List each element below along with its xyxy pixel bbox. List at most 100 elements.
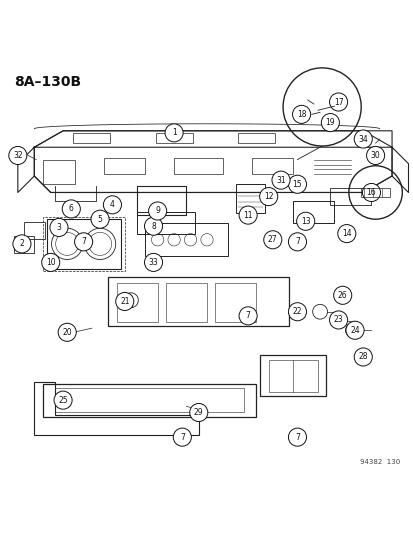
Text: 5: 5: [97, 215, 102, 224]
Text: 7: 7: [180, 433, 184, 442]
Bar: [330, 188, 370, 205]
Text: 33: 33: [148, 258, 158, 267]
Bar: [24, 222, 45, 239]
Text: 22: 22: [292, 307, 301, 316]
Bar: [237, 133, 274, 143]
Text: 3: 3: [57, 223, 61, 232]
Circle shape: [189, 403, 207, 422]
Bar: [293, 201, 334, 223]
Bar: [47, 219, 120, 269]
Text: 32: 32: [13, 151, 23, 160]
Text: 11: 11: [243, 211, 252, 220]
Text: 24: 24: [349, 326, 359, 335]
Circle shape: [263, 231, 281, 249]
Text: 26: 26: [337, 291, 347, 300]
Text: 7: 7: [294, 433, 299, 442]
Circle shape: [62, 200, 80, 218]
Circle shape: [144, 253, 162, 271]
Text: 12: 12: [263, 192, 273, 201]
Bar: [137, 212, 194, 235]
Bar: [108, 277, 289, 326]
Circle shape: [329, 93, 347, 111]
Circle shape: [165, 124, 183, 142]
Text: 28: 28: [358, 352, 367, 361]
Text: 27: 27: [267, 235, 277, 244]
Text: 2: 2: [19, 239, 24, 248]
Circle shape: [288, 428, 306, 446]
Bar: [43, 217, 124, 271]
Circle shape: [42, 253, 59, 271]
Circle shape: [366, 147, 384, 165]
Bar: [252, 158, 293, 174]
Circle shape: [288, 303, 306, 321]
Text: 7: 7: [81, 237, 86, 246]
Circle shape: [173, 428, 191, 446]
Text: 6: 6: [69, 205, 74, 213]
Circle shape: [361, 183, 380, 201]
Text: 7: 7: [245, 311, 250, 320]
Bar: [145, 223, 227, 256]
Circle shape: [259, 188, 277, 206]
Text: 16: 16: [366, 188, 375, 197]
Text: 15: 15: [292, 180, 301, 189]
Bar: [174, 158, 223, 174]
Text: 10: 10: [46, 258, 55, 267]
Text: 30: 30: [370, 151, 380, 160]
Text: 23: 23: [333, 316, 342, 325]
Circle shape: [329, 311, 347, 329]
Circle shape: [354, 130, 371, 148]
Text: 25: 25: [58, 395, 68, 405]
Bar: [166, 283, 206, 322]
Circle shape: [103, 196, 121, 214]
Text: 94382  130: 94382 130: [359, 459, 399, 465]
Text: 4: 4: [110, 200, 114, 209]
Circle shape: [148, 202, 166, 220]
Text: 7: 7: [294, 237, 299, 246]
Circle shape: [337, 224, 355, 243]
Circle shape: [238, 206, 256, 224]
Bar: [137, 187, 186, 215]
Text: 9: 9: [155, 206, 160, 215]
Bar: [116, 283, 157, 322]
Text: 18: 18: [296, 110, 306, 119]
Text: 20: 20: [62, 328, 72, 337]
Text: 1: 1: [171, 128, 176, 138]
Text: 21: 21: [120, 297, 129, 306]
Circle shape: [50, 219, 68, 237]
Text: 13: 13: [300, 217, 310, 226]
Text: 34: 34: [358, 134, 367, 143]
Bar: [360, 188, 389, 197]
Circle shape: [271, 171, 290, 189]
Circle shape: [54, 391, 72, 409]
Bar: [43, 159, 75, 184]
Text: 8: 8: [151, 222, 156, 231]
Circle shape: [296, 212, 314, 230]
Bar: [14, 236, 34, 253]
Circle shape: [91, 210, 109, 228]
Circle shape: [288, 175, 306, 193]
Circle shape: [58, 323, 76, 341]
Circle shape: [238, 307, 256, 325]
Bar: [155, 133, 192, 143]
Text: 14: 14: [341, 229, 351, 238]
Bar: [104, 158, 145, 174]
Bar: [73, 133, 110, 143]
Text: 31: 31: [275, 176, 285, 184]
Circle shape: [144, 217, 162, 235]
Circle shape: [74, 233, 93, 251]
Circle shape: [288, 233, 306, 251]
Bar: [215, 283, 256, 322]
Text: 17: 17: [333, 98, 342, 107]
Circle shape: [345, 321, 363, 340]
Circle shape: [292, 106, 310, 124]
Circle shape: [354, 348, 371, 366]
Bar: [268, 360, 317, 392]
Circle shape: [115, 293, 133, 311]
Text: 8A–130B: 8A–130B: [14, 75, 81, 90]
Text: 29: 29: [194, 408, 203, 417]
Circle shape: [333, 286, 351, 304]
Bar: [235, 184, 264, 213]
Text: 19: 19: [325, 118, 335, 127]
Circle shape: [320, 114, 339, 132]
Bar: [260, 355, 325, 396]
